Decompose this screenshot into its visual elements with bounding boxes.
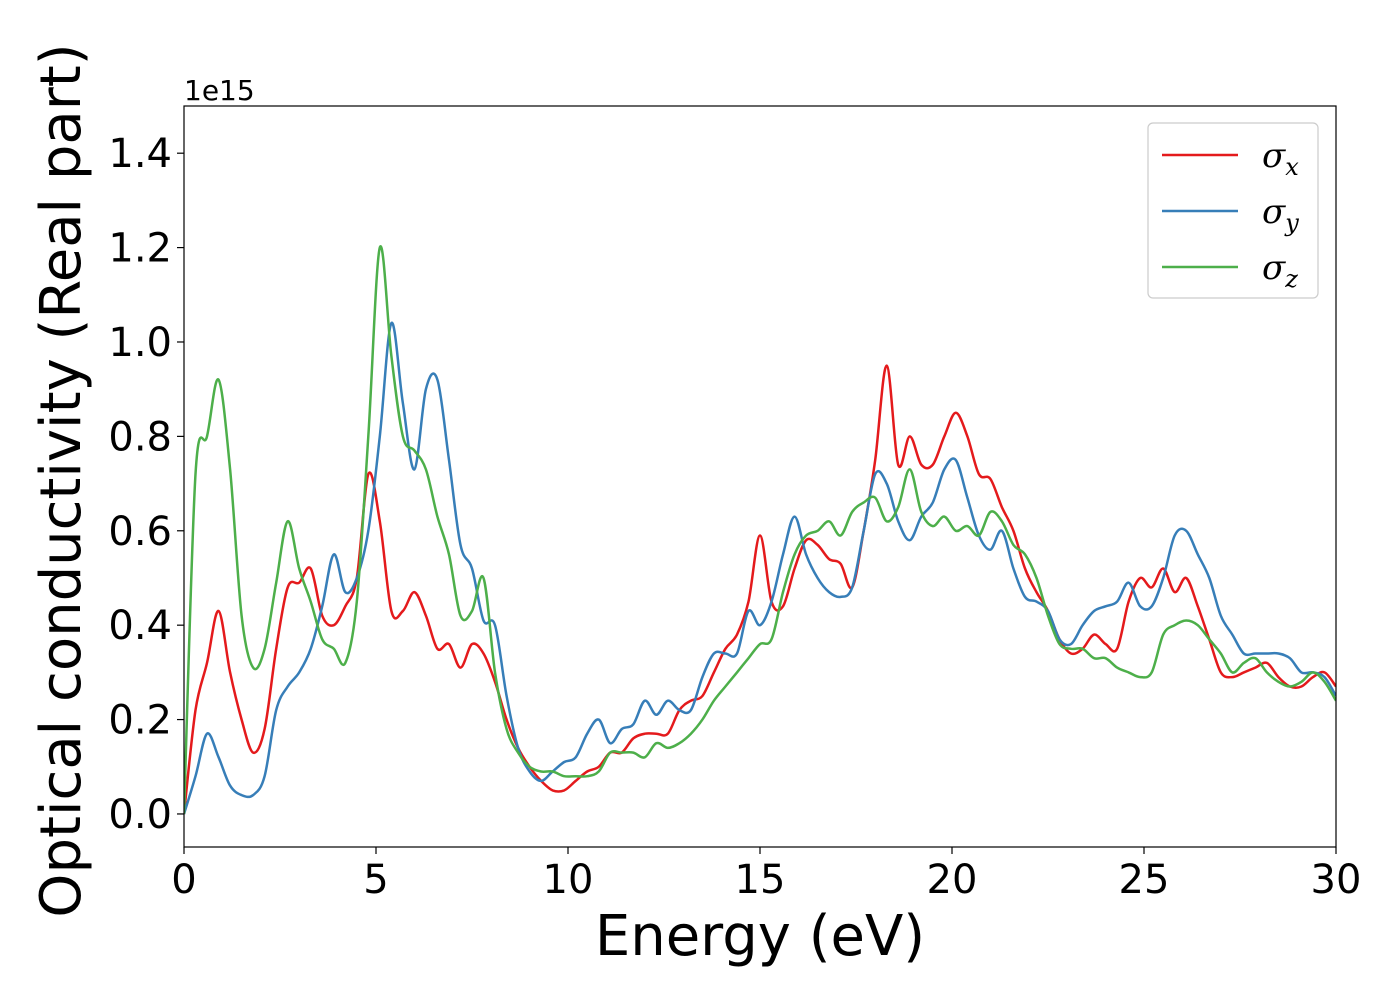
x-tick-label: 15	[735, 857, 786, 903]
x-tick-label: 10	[543, 857, 594, 903]
y-tick-label: 1.4	[108, 131, 172, 177]
legend: σx σy σz	[1147, 122, 1319, 299]
y-tick-label: 1.2	[108, 226, 172, 272]
x-axis-label: Energy (eV)	[595, 904, 925, 969]
y-axis-label: Optical conductivity (Real part)	[29, 43, 94, 917]
y-tick-label: 0.6	[108, 509, 172, 555]
x-tick-label: 5	[363, 857, 388, 903]
x-tick-label: 30	[1311, 857, 1362, 903]
series-layer	[184, 245, 1336, 815]
series-line-x	[184, 364, 1336, 815]
x-tick-label: 0	[171, 857, 196, 903]
y-axis-offset-label: 1e15	[184, 74, 255, 107]
y-tick-label: 0.4	[108, 603, 172, 649]
y-tick-label: 0.2	[108, 698, 172, 744]
legend-label-y: σy	[1262, 192, 1299, 237]
y-axis-ticks: 0.0 0.2 0.4 0.6 0.8 1.0 1.2 1.4	[108, 131, 184, 838]
legend-label-z: σz	[1262, 248, 1298, 293]
series-line-z	[184, 245, 1336, 815]
legend-label-x: σx	[1262, 136, 1299, 181]
x-tick-label: 20	[927, 857, 978, 903]
x-axis-ticks: 0 5 10 15 20 25 30	[171, 847, 1361, 903]
y-tick-label: 1.0	[108, 320, 172, 366]
y-tick-label: 0.8	[108, 414, 172, 460]
x-tick-label: 25	[1119, 857, 1170, 903]
series-line-y	[184, 321, 1336, 815]
y-tick-label: 0.0	[108, 792, 172, 838]
